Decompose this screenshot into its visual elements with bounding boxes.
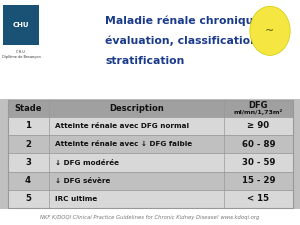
Text: Atteinte rénale avec ↓ DFG faible: Atteinte rénale avec ↓ DFG faible (55, 141, 192, 147)
Text: ↓ DFG sévère: ↓ DFG sévère (55, 178, 110, 184)
Text: ≥ 90: ≥ 90 (248, 122, 269, 130)
Text: 5: 5 (25, 194, 31, 203)
Text: NKF K/DOQI Clinical Practice Guidelines for Chronic Kidney Disease! www.kdoqi.or: NKF K/DOQI Clinical Practice Guidelines … (40, 215, 260, 220)
Text: évaluation, classification,: évaluation, classification, (105, 36, 262, 47)
Text: stratification: stratification (105, 56, 184, 66)
Bar (8, 172, 292, 190)
Text: ↓ DFG modérée: ↓ DFG modérée (55, 160, 119, 166)
Bar (0, 209, 300, 225)
Text: DFG: DFG (249, 101, 268, 110)
Bar (8, 190, 292, 208)
Text: 2: 2 (25, 140, 31, 149)
Bar (8, 100, 292, 117)
Bar (8, 100, 292, 208)
Bar (0, 99, 300, 214)
Text: Description: Description (109, 104, 164, 113)
Text: ml/mn/1,73m²: ml/mn/1,73m² (234, 108, 283, 115)
Text: ~: ~ (266, 26, 274, 36)
Text: CHU: CHU (13, 22, 29, 28)
Bar (8, 153, 292, 172)
Circle shape (250, 6, 290, 55)
Text: IRC ultime: IRC ultime (55, 196, 97, 202)
Text: < 15: < 15 (248, 194, 269, 203)
Bar (8, 117, 292, 135)
Text: C.H.U
Diplôme de Besançon: C.H.U Diplôme de Besançon (2, 50, 40, 58)
Bar (8, 135, 292, 153)
Text: 15 - 29: 15 - 29 (242, 176, 275, 185)
Bar (0, 0, 300, 99)
Text: Atteinte rénale avec DFG normal: Atteinte rénale avec DFG normal (55, 123, 189, 129)
Text: 3: 3 (25, 158, 31, 167)
Text: 30 - 59: 30 - 59 (242, 158, 275, 167)
Bar (3, 4, 39, 45)
Text: Maladie rénale chronique :: Maladie rénale chronique : (105, 16, 269, 26)
Text: 1: 1 (25, 122, 31, 130)
Text: Stade: Stade (14, 104, 42, 113)
Text: 60 - 89: 60 - 89 (242, 140, 275, 149)
Text: 4: 4 (25, 176, 31, 185)
